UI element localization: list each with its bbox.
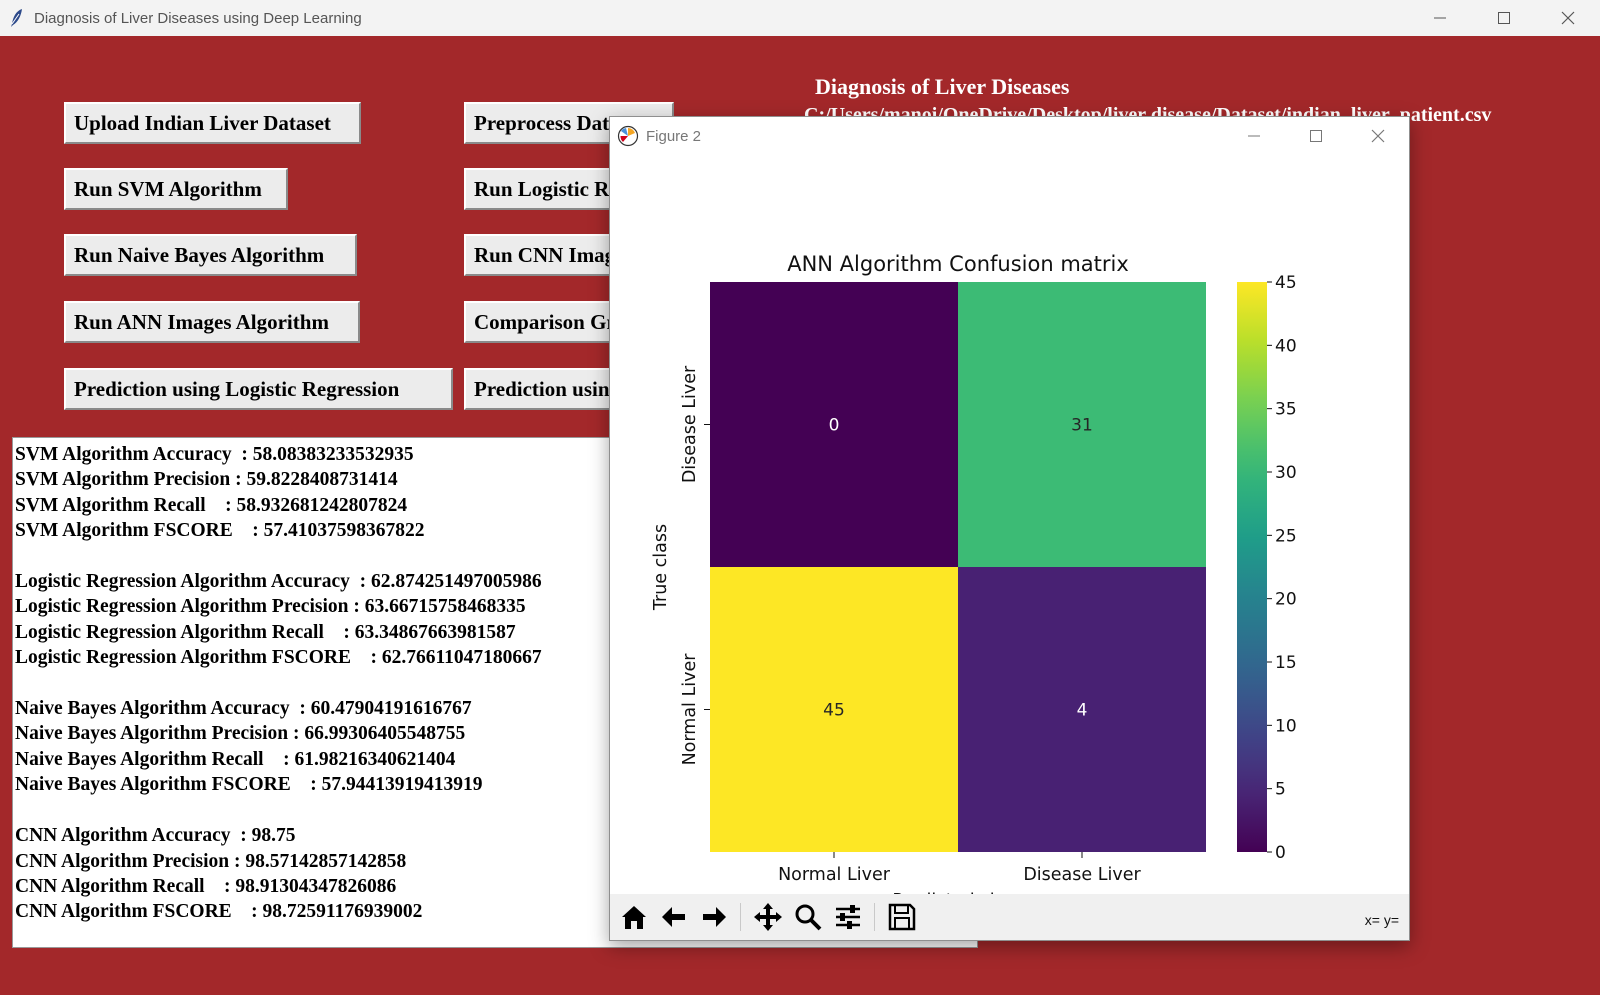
minimize-button[interactable]	[1408, 0, 1472, 36]
x-axis-label: Predicted class	[892, 891, 1023, 895]
heatmap-cell	[710, 282, 958, 567]
cell-value-label: 31	[1071, 416, 1093, 436]
zoom-icon	[795, 904, 822, 931]
save-icon	[888, 903, 916, 931]
title-bar: Diagnosis of Liver Diseases using Deep L…	[0, 0, 1600, 36]
cell-value-label: 0	[829, 416, 840, 436]
heatmap-cell	[958, 567, 1206, 852]
configure-icon	[836, 905, 860, 929]
colorbar-tick-label: 30	[1275, 463, 1297, 483]
cursor-coordinates: x= y=	[1364, 912, 1399, 928]
figure-toolbar: x= y=	[610, 894, 1409, 940]
colorbar-tick-label: 25	[1275, 526, 1297, 546]
home-button[interactable]	[614, 897, 654, 937]
upload-dataset-button[interactable]: Upload Indian Liver Dataset	[64, 102, 361, 144]
page-heading: Diagnosis of Liver Diseases	[815, 74, 1070, 99]
back-button[interactable]	[654, 897, 694, 937]
close-icon	[1561, 11, 1575, 25]
minimize-icon	[1248, 135, 1260, 137]
close-button[interactable]	[1536, 0, 1600, 36]
pan-button[interactable]	[748, 897, 788, 937]
forward-button[interactable]	[694, 897, 734, 937]
y-tick-label: Normal Liver	[680, 653, 700, 766]
minimize-icon	[1434, 17, 1446, 19]
predict-logistic-button[interactable]: Prediction using Logistic Regression	[64, 368, 453, 410]
figure-title-bar: Figure 2	[610, 117, 1409, 155]
heatmap-cell	[958, 282, 1206, 567]
figure-close-button[interactable]	[1347, 117, 1409, 155]
colorbar-tick-label: 5	[1275, 780, 1286, 800]
toolbar-separator	[868, 897, 882, 937]
x-tick-label: Disease Liver	[1023, 865, 1141, 885]
x-tick-label: Normal Liver	[778, 865, 891, 885]
close-icon	[1371, 129, 1385, 143]
y-axis-label: True class	[651, 524, 671, 611]
pan-icon	[754, 903, 782, 931]
heatmap-cell	[710, 567, 958, 852]
maximize-button[interactable]	[1472, 0, 1536, 36]
configure-button[interactable]	[828, 897, 868, 937]
naive-bayes-button[interactable]: Run Naive Bayes Algorithm	[64, 234, 357, 276]
chart-title: ANN Algorithm Confusion matrix	[787, 252, 1129, 276]
cell-value-label: 45	[823, 701, 845, 721]
colorbar-tick-label: 0	[1275, 843, 1286, 863]
figure-window: Figure 2 ANN Algorithm Confusion matrix 0…	[609, 116, 1410, 941]
save-button[interactable]	[882, 897, 922, 937]
colorbar-tick-label: 15	[1275, 653, 1297, 673]
colorbar-tick-label: 20	[1275, 590, 1297, 610]
confusion-matrix-plot: ANN Algorithm Confusion matrix 0 31 45 4 Norm…	[651, 252, 1297, 895]
figure-title: Figure 2	[646, 127, 702, 145]
colorbar-tick-label: 40	[1275, 336, 1297, 356]
figure-minimize-button[interactable]	[1223, 117, 1285, 155]
feather-icon	[0, 0, 34, 36]
colorbar-tick-label: 45	[1275, 273, 1297, 293]
home-icon	[622, 906, 646, 929]
cell-value-label: 4	[1077, 701, 1088, 721]
back-icon	[662, 907, 685, 927]
svm-button[interactable]: Run SVM Algorithm	[64, 168, 288, 210]
y-tick-label: Disease Liver	[680, 365, 700, 483]
colorbar	[1237, 282, 1267, 852]
zoom-button[interactable]	[788, 897, 828, 937]
matplotlib-icon	[610, 117, 646, 155]
toolbar-separator	[734, 897, 748, 937]
colorbar-tick-label: 35	[1275, 400, 1297, 420]
colorbar-tick-label: 10	[1275, 716, 1297, 736]
window-title: Diagnosis of Liver Diseases using Deep L…	[34, 9, 362, 27]
ann-button[interactable]: Run ANN Images Algorithm	[64, 301, 360, 343]
maximize-icon	[1498, 12, 1510, 24]
forward-icon	[703, 907, 726, 927]
figure-maximize-button[interactable]	[1285, 117, 1347, 155]
maximize-icon	[1310, 130, 1322, 142]
